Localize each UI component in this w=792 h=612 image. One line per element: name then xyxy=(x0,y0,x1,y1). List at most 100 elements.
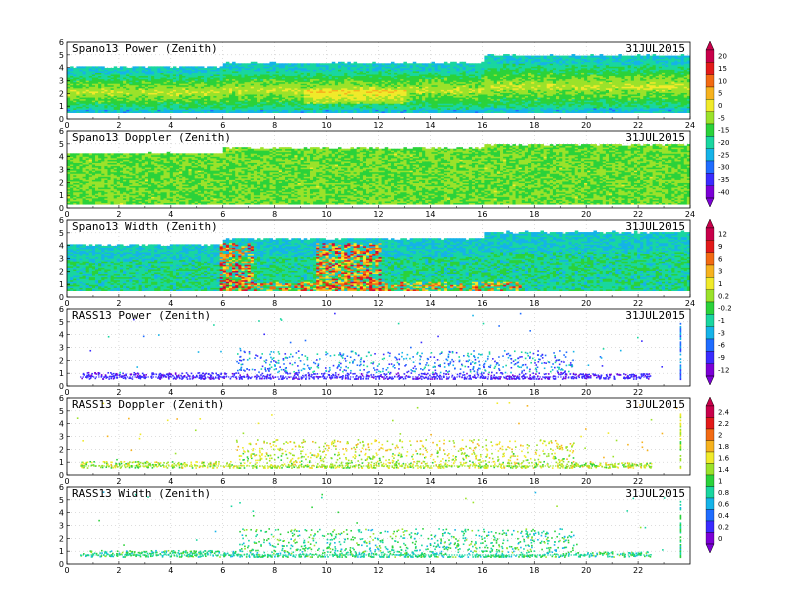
x-tick-label: 16 xyxy=(477,477,487,486)
x-tick-label: 22 xyxy=(633,477,643,486)
colorbar-label: 5 xyxy=(718,90,722,98)
x-tick-label: 20 xyxy=(581,566,591,575)
colorbar-label: 1 xyxy=(718,280,722,288)
colorbar-label: 2.2 xyxy=(718,420,729,428)
x-tick-label: 20 xyxy=(581,210,591,219)
x-tick-label: 16 xyxy=(477,210,487,219)
x-tick-label: 18 xyxy=(529,299,539,308)
y-tick-label: 4 xyxy=(59,64,64,73)
x-tick-label: 22 xyxy=(633,299,643,308)
panel-title: RASS13 Doppler (Zenith) xyxy=(72,398,224,411)
colorbar-label: 9 xyxy=(718,243,722,251)
x-tick-label: 8 xyxy=(272,477,277,486)
x-tick-label: 6 xyxy=(220,210,225,219)
plot-area xyxy=(67,220,690,297)
x-tick-label: 10 xyxy=(321,388,331,397)
x-tick-label: 14 xyxy=(425,121,435,130)
y-tick-label: 0 xyxy=(59,204,64,213)
x-tick-label: 12 xyxy=(373,477,383,486)
y-tick-label: 2 xyxy=(59,267,64,276)
x-tick-label: 12 xyxy=(373,210,383,219)
x-tick-label: 22 xyxy=(633,121,643,130)
x-tick-label: 22 xyxy=(633,566,643,575)
y-tick-label: 6 xyxy=(59,38,64,47)
y-tick-label: 6 xyxy=(59,127,64,136)
plot-area xyxy=(67,309,690,386)
date-label: 31JUL2015 xyxy=(625,487,685,500)
y-tick-label: 6 xyxy=(59,483,64,492)
x-tick-label: 24 xyxy=(685,299,695,308)
colorbar-label: 2 xyxy=(718,431,722,439)
colorbar-label: 0.2 xyxy=(718,292,729,300)
y-tick-label: 1 xyxy=(59,458,64,467)
y-tick-label: 2 xyxy=(59,356,64,365)
colorbar: 20 15 10 5 0 -5 -15 -20 -25 -30 -35 -40 xyxy=(705,40,729,208)
x-tick-label: 0 xyxy=(64,299,69,308)
y-tick-label: 2 xyxy=(59,89,64,98)
colorbar-label: 0.6 xyxy=(718,500,730,508)
date-label: 31JUL2015 xyxy=(625,220,685,233)
x-tick-label: 4 xyxy=(168,299,173,308)
y-tick-label: 4 xyxy=(59,509,64,518)
y-tick-label: 5 xyxy=(59,407,64,416)
x-tick-label: 24 xyxy=(685,121,695,130)
colorbar-label: 12 xyxy=(718,231,727,239)
x-tick-label: 14 xyxy=(425,477,435,486)
colorbar-label: -3 xyxy=(718,329,725,337)
y-tick-label: 3 xyxy=(59,255,64,264)
y-tick-label: 5 xyxy=(59,496,64,505)
y-tick-label: 4 xyxy=(59,420,64,429)
x-tick-label: 8 xyxy=(272,210,277,219)
colorbar-label: 0.4 xyxy=(718,512,730,520)
y-tick-label: 3 xyxy=(59,522,64,531)
colorbar-label: -25 xyxy=(718,151,729,159)
x-tick-label: 16 xyxy=(477,388,487,397)
colorbar-label: 0 xyxy=(718,535,722,543)
y-tick-label: 4 xyxy=(59,331,64,340)
plot-area xyxy=(67,42,690,119)
x-tick-label: 2 xyxy=(116,477,121,486)
date-label: 31JUL2015 xyxy=(625,131,685,144)
panel-title: RASS13 Power (Zenith) xyxy=(72,309,211,322)
x-tick-label: 2 xyxy=(116,566,121,575)
colorbar-label: -9 xyxy=(718,354,725,362)
x-tick-label: 10 xyxy=(321,566,331,575)
y-tick-label: 5 xyxy=(59,51,64,60)
x-tick-label: 18 xyxy=(529,388,539,397)
x-tick-label: 14 xyxy=(425,388,435,397)
colorbar: 2.4 2.2 2 1.8 1.6 1.4 1 0.8 0.6 0.4 0.2 0 xyxy=(705,396,730,554)
x-tick-label: 2 xyxy=(116,299,121,308)
x-tick-label: 0 xyxy=(64,477,69,486)
x-tick-label: 16 xyxy=(477,299,487,308)
y-tick-label: 3 xyxy=(59,433,64,442)
x-tick-label: 20 xyxy=(581,477,591,486)
x-tick-label: 4 xyxy=(168,477,173,486)
y-tick-label: 6 xyxy=(59,394,64,403)
colorbar-label: -15 xyxy=(718,127,729,135)
x-tick-label: 8 xyxy=(272,388,277,397)
colorbar-label: 1.4 xyxy=(718,466,730,474)
colorbar-label: 6 xyxy=(718,255,723,263)
x-tick-label: 16 xyxy=(477,566,487,575)
x-tick-label: 2 xyxy=(116,388,121,397)
x-tick-label: 24 xyxy=(685,210,695,219)
colorbar-label: 0.8 xyxy=(718,489,729,497)
x-tick-label: 2 xyxy=(116,210,121,219)
x-tick-label: 4 xyxy=(168,121,173,130)
y-tick-label: 5 xyxy=(59,318,64,327)
x-tick-label: 4 xyxy=(168,210,173,219)
colorbar-label: 0 xyxy=(718,102,722,110)
x-tick-label: 10 xyxy=(321,299,331,308)
colorbar-label: -6 xyxy=(718,342,726,350)
colorbar-label: -0.2 xyxy=(718,305,732,313)
y-tick-label: 2 xyxy=(59,445,64,454)
x-tick-label: 18 xyxy=(529,210,539,219)
colorbar-label: 15 xyxy=(718,65,727,73)
colorbar-label: -1 xyxy=(718,317,725,325)
x-tick-label: 12 xyxy=(373,299,383,308)
y-tick-label: 3 xyxy=(59,166,64,175)
